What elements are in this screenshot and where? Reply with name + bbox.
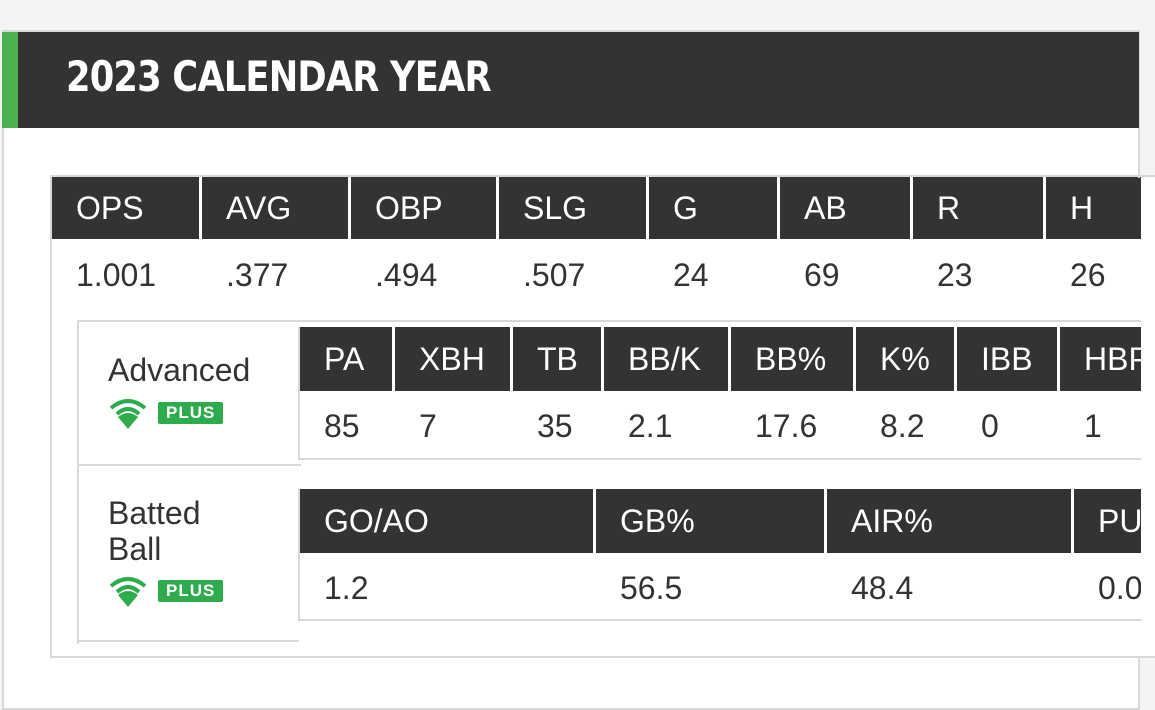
batted-ball-bottom-left-border [77,640,299,642]
column-header-tb[interactable]: TB [513,327,604,391]
standard-header-row: OPS AVG OBP SLG G AB R H [52,177,1141,239]
value-slg: .507 [523,256,586,293]
title-accent-bar [2,32,18,128]
value-air-pct: 48.4 [851,569,914,606]
plus-badge: PLUS [158,580,224,602]
batted-ball-label-box [77,464,301,644]
value-bb-pct: 17.6 [755,407,818,444]
value-go-ao: 1.2 [324,569,369,606]
advanced-bottom-border [300,458,1141,460]
advanced-label: Advanced [108,352,251,388]
column-header-slg[interactable]: SLG [499,177,649,239]
column-header-ops[interactable]: OPS [52,177,202,239]
page-title: 2023 CALENDAR YEAR [66,52,492,101]
value-ab: 69 [804,256,840,293]
wifi-signal-icon [109,399,147,429]
column-header-xbh[interactable]: XBH [395,327,513,391]
card-right-border-lower [1138,658,1140,702]
advanced-values-row: 85 7 35 2.1 17.6 8.2 0 1 [300,394,1141,458]
value-pu-pct: 0.0 [1098,569,1141,606]
column-header-ab[interactable]: AB [780,177,913,239]
column-header-h[interactable]: H [1070,189,1094,226]
value-gb-pct: 56.5 [620,569,683,606]
batted-ball-label-line1: Batted [108,495,201,531]
advanced-header-row: PA XBH TB BB/K BB% K% IBB HBP [300,327,1141,391]
value-ibb: 0 [981,407,999,444]
column-header-g[interactable]: G [649,177,780,239]
column-header-air-pct[interactable]: AIR% [827,489,1074,553]
value-k-pct: 8.2 [880,407,925,444]
value-obp: .494 [375,256,438,293]
card-right-border [1138,128,1140,178]
title-bar: 2023 CALENDAR YEAR [2,32,1139,128]
advanced-label-box [77,320,301,466]
wifi-signal-icon [109,577,147,607]
batted-ball-bottom-border [300,619,1141,621]
column-header-pa[interactable]: PA [300,327,395,391]
batted-ball-plus-logo: PLUS [108,574,224,608]
value-avg: .377 [226,256,289,293]
advanced-top-border [77,320,1141,322]
value-bb-k: 2.1 [628,407,673,444]
batted-ball-header-row: GO/AO GB% AIR% PU% [300,489,1141,553]
column-header-hbp[interactable]: HBP [1084,340,1141,377]
column-header-ibb[interactable]: IBB [957,327,1060,391]
column-header-gb-pct[interactable]: GB% [596,489,827,553]
value-xbh: 7 [419,407,437,444]
advanced-left-border [298,327,300,460]
column-header-r[interactable]: R [913,177,1046,239]
column-header-avg[interactable]: AVG [202,177,351,239]
advanced-plus-logo: PLUS [108,396,224,430]
value-pa: 85 [324,407,360,444]
column-header-pu-pct[interactable]: PU% [1098,502,1141,539]
value-r: 23 [937,256,973,293]
standard-values-row: 1.001 .377 .494 .507 24 69 23 26 [52,242,1141,308]
value-h: 26 [1070,256,1106,293]
panel-bottom-border [50,656,1141,658]
batted-ball-values-row: 1.2 56.5 48.4 0.0 [300,556,1141,620]
column-header-bb-k[interactable]: BB/K [604,327,731,391]
column-header-obp[interactable]: OBP [351,177,499,239]
value-hbp: 1 [1084,407,1102,444]
column-header-bb-pct[interactable]: BB% [731,327,856,391]
column-header-k-pct[interactable]: K% [856,327,957,391]
plus-badge: PLUS [158,402,224,424]
batted-ball-label-line2: Ball [108,531,162,567]
column-header-go-ao[interactable]: GO/AO [300,489,596,553]
value-g: 24 [673,256,709,293]
value-ops: 1.001 [76,256,157,293]
batted-ball-left-border [298,489,300,621]
value-tb: 35 [537,407,573,444]
